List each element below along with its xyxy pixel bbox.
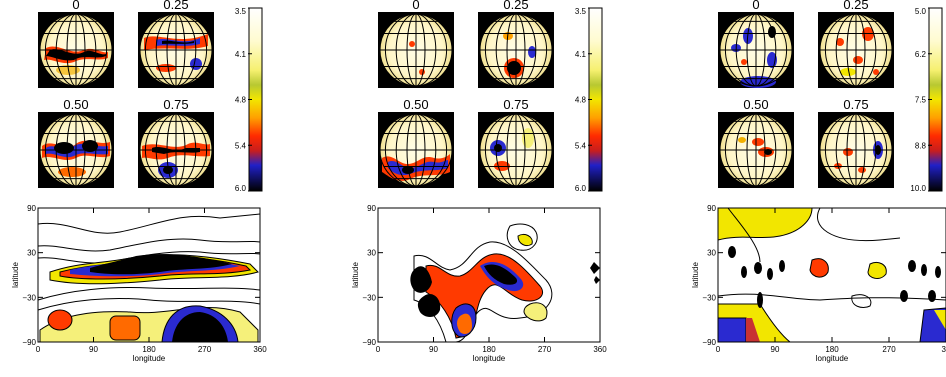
y-tick-label: −90 bbox=[22, 338, 36, 347]
sphere-phase-label: 0.25 bbox=[503, 0, 528, 12]
sphere-phase-label: 0 bbox=[412, 0, 419, 12]
colorbar-tick-label: 6.2 bbox=[915, 50, 927, 59]
colorbar-tick-label: 6.0 bbox=[575, 184, 587, 193]
sphere-phase-label: 0.75 bbox=[843, 97, 868, 112]
colorbar-tick-label: 6.0 bbox=[235, 184, 247, 193]
x-tick-label: 0 bbox=[36, 345, 41, 354]
sphere-phase-label: 0 bbox=[752, 0, 759, 12]
sphere-phase-label: 0.25 bbox=[163, 0, 188, 12]
colorbar-tick-label: 5.4 bbox=[575, 141, 587, 150]
colorbar-tick-label: 4.8 bbox=[575, 96, 587, 105]
sphere-phase-label: 0.25 bbox=[843, 0, 868, 12]
y-axis-label: latitude bbox=[691, 262, 700, 288]
y-axis-label: latitude bbox=[11, 262, 20, 288]
x-axis-label: longitude bbox=[473, 354, 506, 363]
sphere-grid bbox=[379, 13, 453, 87]
y-tick-label: −90 bbox=[362, 338, 376, 347]
colorbar-tick-label: 5.0 bbox=[915, 7, 927, 16]
y-tick-label: −30 bbox=[702, 293, 716, 302]
sphere-grid bbox=[719, 113, 793, 187]
y-tick-label: 90 bbox=[367, 204, 376, 213]
sphere-grid bbox=[39, 113, 113, 187]
x-tick-label: 90 bbox=[429, 345, 438, 354]
sphere-phase-label: 0.50 bbox=[63, 97, 88, 112]
sphere-phase-label: 0.75 bbox=[163, 97, 188, 112]
x-tick-label: 180 bbox=[142, 345, 156, 354]
sphere-grid bbox=[819, 13, 893, 87]
sphere-grid bbox=[479, 113, 553, 187]
colorbar-tick-label: 3.5 bbox=[575, 7, 587, 16]
colorbar-tick-label: 5.4 bbox=[235, 141, 247, 150]
colorbar-tick-label: 8.8 bbox=[915, 141, 927, 150]
x-axis-label: longitude bbox=[133, 354, 166, 363]
map-p3 bbox=[717, 207, 946, 343]
x-tick-label: 270 bbox=[882, 345, 896, 354]
colorbar-tick-label: 4.8 bbox=[235, 96, 247, 105]
x-tick-label: 270 bbox=[198, 345, 212, 354]
sphere-phase-label: 0.75 bbox=[503, 97, 528, 112]
colorbar-tick-label: 7.5 bbox=[915, 96, 927, 105]
sphere-phase-label: 0.50 bbox=[403, 97, 428, 112]
x-tick-label: 180 bbox=[482, 345, 496, 354]
sphere-grid bbox=[719, 13, 793, 87]
y-tick-label: −90 bbox=[702, 338, 716, 347]
colorbar-tick-label: 4.1 bbox=[575, 50, 587, 59]
y-axis-label: latitude bbox=[351, 262, 360, 288]
x-tick-label: 360 bbox=[253, 345, 267, 354]
sphere-phase-label: 0.50 bbox=[743, 97, 768, 112]
x-tick-label: 270 bbox=[538, 345, 552, 354]
y-tick-label: 90 bbox=[27, 204, 36, 213]
y-tick-label: 30 bbox=[367, 249, 376, 258]
x-tick-label: 90 bbox=[771, 345, 780, 354]
x-tick-label: 36 bbox=[942, 345, 946, 354]
map-p2 bbox=[377, 207, 601, 343]
x-tick-label: 360 bbox=[593, 345, 607, 354]
colorbar-tick-label: 3.5 bbox=[235, 7, 247, 16]
map-p1 bbox=[37, 207, 261, 343]
x-tick-label: 0 bbox=[376, 345, 381, 354]
x-tick-label: 180 bbox=[825, 345, 839, 354]
y-tick-label: −30 bbox=[362, 293, 376, 302]
sphere-grid bbox=[139, 13, 213, 87]
colorbar-tick-label: 10.0 bbox=[910, 184, 926, 193]
colorbar-tick-label: 4.1 bbox=[235, 50, 247, 59]
text-layer: 0 0.250.50 0.753.54.14.85.46.00 90 180 270 360… bbox=[11, 0, 946, 363]
y-tick-label: 30 bbox=[27, 249, 36, 258]
sphere-grid bbox=[819, 113, 893, 187]
panel-3 bbox=[717, 7, 946, 343]
sphere-phase-label: 0 bbox=[72, 0, 79, 12]
sphere-grid bbox=[379, 113, 453, 187]
sphere-grid bbox=[39, 13, 113, 87]
x-axis-label: longitude bbox=[816, 354, 849, 363]
y-tick-label: 90 bbox=[707, 204, 716, 213]
y-tick-label: 30 bbox=[707, 249, 716, 258]
x-tick-label: 90 bbox=[89, 345, 98, 354]
sphere-grid bbox=[479, 13, 553, 87]
x-tick-label: 0 bbox=[716, 345, 721, 354]
sphere-grid bbox=[139, 113, 213, 187]
y-tick-label: −30 bbox=[22, 293, 36, 302]
